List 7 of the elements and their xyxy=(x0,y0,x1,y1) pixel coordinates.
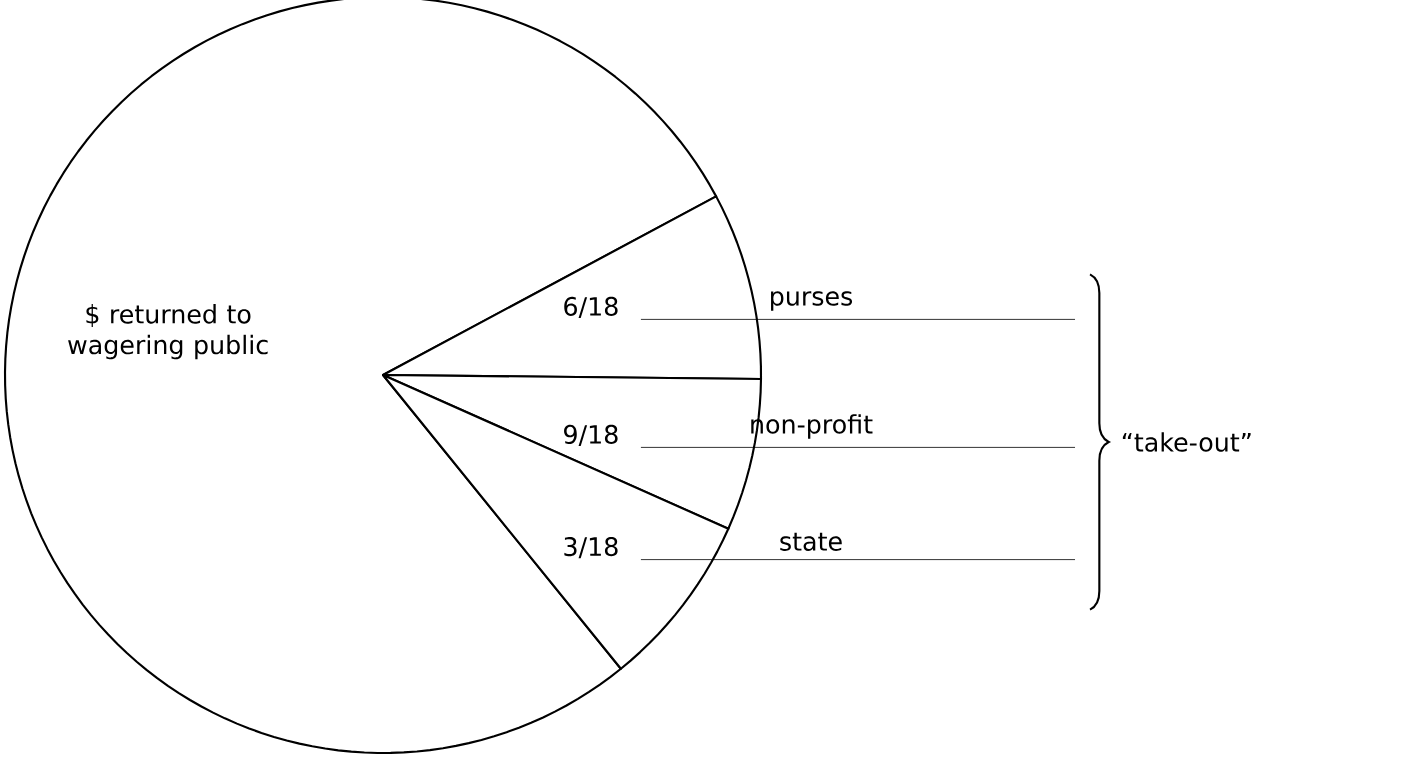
data-label: 6/18 xyxy=(564,296,618,318)
slice-label: purses xyxy=(771,291,853,311)
data-label: 3/18 xyxy=(564,537,618,559)
slice-label: $ returned to wagering public xyxy=(68,304,268,360)
text: “take-out” xyxy=(1122,432,1251,452)
data-label: 9/18 xyxy=(564,424,618,446)
slice-label: state xyxy=(780,532,842,551)
